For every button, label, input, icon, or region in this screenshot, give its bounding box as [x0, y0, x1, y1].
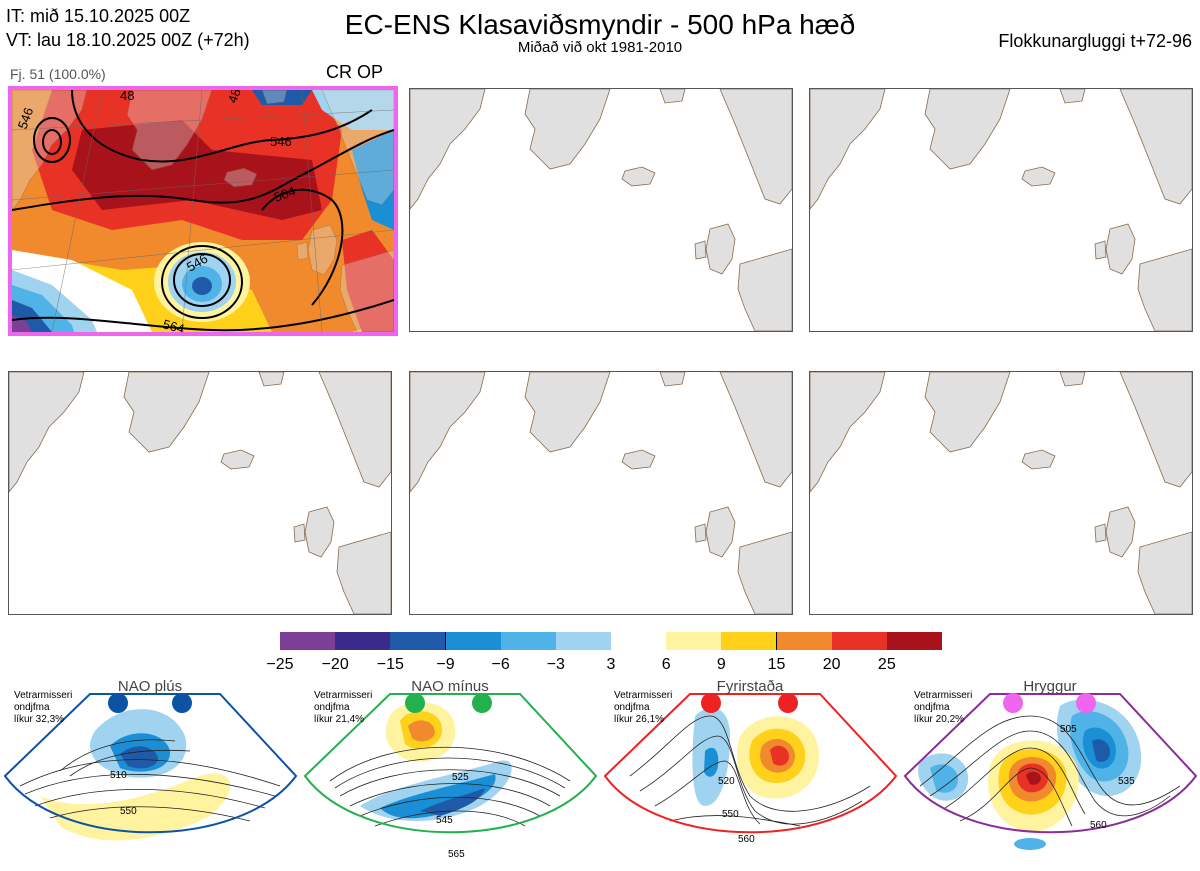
regime-panel-ridge: 505 535 560 Hryggur Vetrarmisseri ondjfma … — [900, 676, 1200, 871]
regime-name: Hryggur — [1023, 678, 1077, 695]
contour-label: 546 — [270, 134, 292, 149]
cluster-map: 546 546 564 546 564 48 48 — [12, 90, 394, 332]
empty-map-panel[interactable] — [809, 371, 1193, 615]
regime-contour-label: 535 — [1118, 776, 1135, 787]
empty-map-panel[interactable] — [409, 371, 793, 615]
regime-probability: líkur 26,1% — [614, 714, 665, 725]
empty-map — [810, 372, 1192, 614]
colorbar-cell — [831, 632, 888, 650]
regime-info: Vetrarmisseri ondjfma líkur 21,4% — [314, 690, 372, 726]
colorbar-cell — [611, 632, 668, 650]
empty-map-panel[interactable] — [409, 88, 793, 332]
regime-mean: ondjfma — [314, 702, 350, 713]
contour-label: 48 — [225, 90, 244, 105]
regime-info: Vetrarmisseri ondjfma líkur 32,3% — [14, 690, 72, 726]
colorbar-tick-label: 25 — [877, 656, 896, 673]
regime-name: NAO mínus — [411, 678, 489, 695]
colorbar-tick-label: −6 — [491, 656, 510, 673]
regime-panel-nao-minus: 525 545 565 NAO mínus Vetrarmisseri ondjfm… — [300, 676, 600, 871]
empty-map-panel[interactable] — [8, 371, 392, 615]
regime-season: Vetrarmisseri — [14, 690, 73, 701]
contour-label: 546 — [15, 106, 37, 132]
regime-name: NAO plús — [117, 678, 183, 695]
colorbar-cell — [280, 632, 337, 650]
empty-map — [9, 372, 391, 614]
colorbar-cell — [886, 632, 942, 650]
colorbar-tick-label: −15 — [376, 656, 404, 673]
colorbar-tick-label: −3 — [546, 656, 565, 673]
colorbar-tick-label: 3 — [606, 656, 616, 673]
regime-panel-blocking: 520 550 560 Fyrirstaða Vetrarmisseri ondjf… — [600, 676, 900, 871]
regime-info: Vetrarmisseri ondjfma líkur 20,2% — [914, 690, 972, 726]
regime-season: Vetrarmisseri — [614, 690, 673, 701]
colorbar-cell — [335, 632, 392, 650]
regime-panel-nao-plus: 510 550 NAO plús Vetrarmisseri ondjfma lí… — [0, 676, 300, 871]
regime-info: Vetrarmisseri ondjfma líkur 26,1% — [614, 690, 672, 726]
empty-map — [810, 89, 1192, 331]
colorbar-tick-label: −20 — [321, 656, 349, 673]
page-subtitle: Miðað við okt 1981-2010 — [517, 39, 683, 56]
colorbar-tick-label: 20 — [822, 656, 841, 673]
colorbar-cell — [666, 632, 723, 650]
contour-label: 564 — [161, 316, 186, 332]
regime-season: Vetrarmisseri — [914, 690, 973, 701]
colorbar-tick-label: −25 — [266, 656, 294, 673]
header-times: IT: mið 15.10.2025 00Z VT: lau 18.10.202… — [6, 4, 250, 52]
colorbar-cell — [390, 632, 447, 650]
regime-contour-label: 505 — [1060, 724, 1077, 735]
valid-time: VT: lau 18.10.2025 00Z (+72h) — [6, 30, 250, 50]
cluster-map-panel[interactable]: 546 546 564 546 564 48 48 — [8, 86, 398, 336]
regime-mean: ondjfma — [14, 702, 50, 713]
regime-contour-label: 565 — [448, 849, 465, 860]
colorbar-cell — [445, 632, 502, 650]
regime-probability: líkur 32,3% — [14, 714, 65, 725]
colorbar-cell — [555, 632, 612, 650]
regime-mean: ondjfma — [614, 702, 650, 713]
colorbar-cell — [500, 632, 557, 650]
regime-contour-label: 520 — [718, 776, 735, 787]
contour-label: 48 — [120, 90, 134, 103]
colorbar-legend: −25 −20 −15 −9 −6 −3 3 6 9 15 20 25 — [266, 632, 942, 673]
cluster-tag: CR OP — [326, 62, 384, 82]
regime-name: Fyrirstaða — [716, 678, 784, 695]
regime-season: Vetrarmisseri — [314, 690, 373, 701]
colorbar-tick-label: −9 — [436, 656, 455, 673]
cluster-label: Fj. 51 (100.0%) — [10, 66, 106, 82]
init-time: IT: mið 15.10.2025 00Z — [6, 6, 191, 26]
colorbar-cell — [776, 632, 833, 650]
colorbar-tick-label: 15 — [767, 656, 786, 673]
colorbar-cell — [721, 632, 778, 650]
colorbar-tick-label: 6 — [661, 656, 671, 673]
regime-probability: líkur 21,4% — [314, 714, 365, 725]
empty-map — [410, 89, 792, 331]
regime-contour-label: 525 — [452, 772, 469, 783]
regime-mean: ondjfma — [914, 702, 950, 713]
regime-contour-label: 550 — [722, 809, 739, 820]
classification-window: Flokkunargluggi t+72-96 — [998, 31, 1192, 51]
regime-contour-label: 560 — [1090, 820, 1107, 831]
colorbar-tick-label: 9 — [716, 656, 726, 673]
regime-contour-label: 545 — [436, 815, 453, 826]
page-title: EC-ENS Klasaviðsmyndir - 500 hPa hæð — [344, 9, 856, 40]
regime-contour-label: 560 — [738, 834, 755, 845]
regime-probability: líkur 20,2% — [914, 714, 965, 725]
regime-contour-label: 550 — [120, 806, 137, 817]
empty-map-panel[interactable] — [809, 88, 1193, 332]
regime-contour-label: 510 — [110, 770, 127, 781]
contour-label: 564 — [272, 183, 298, 205]
empty-map — [410, 372, 792, 614]
